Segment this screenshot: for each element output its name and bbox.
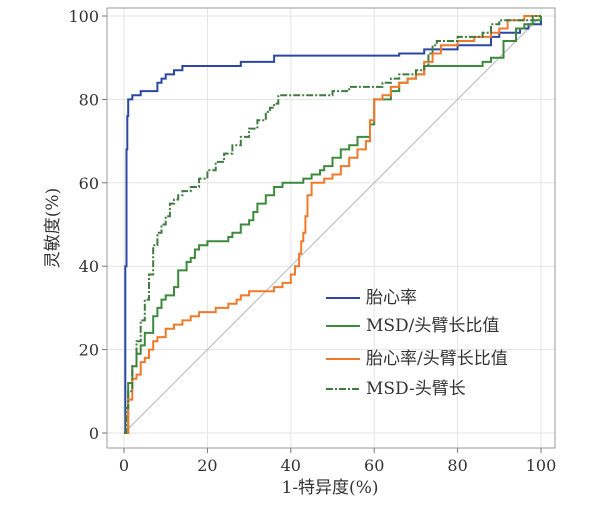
y-tick-label: 100 — [68, 7, 99, 26]
x-axis-ticks: 0 20 40 60 80 100 — [119, 448, 556, 475]
legend-label: 胎心率 — [366, 288, 417, 308]
plot-frame — [106, 7, 556, 449]
y-tick-label: 80 — [79, 90, 99, 109]
x-tick-label: 40 — [281, 456, 301, 475]
y-axis-label: 灵敏度(%) — [43, 188, 63, 268]
y-tick-label: 40 — [79, 257, 99, 276]
legend-label: MSD-头臂长 — [366, 379, 466, 399]
series-lines — [124, 15, 542, 434]
series-line-3 — [124, 15, 541, 434]
y-tick-label: 0 — [89, 424, 99, 443]
y-axis-ticks: 0 20 40 60 80 100 — [68, 7, 107, 443]
x-tick-label: 60 — [364, 456, 384, 475]
x-tick-label: 80 — [447, 456, 467, 475]
x-tick-label: 100 — [526, 456, 557, 475]
legend-label: MSD/头臂长比值 — [366, 316, 499, 336]
legend-label: 胎心率/头臂长比值 — [366, 349, 508, 369]
x-axis-label: 1-特异度(%) — [282, 478, 379, 498]
gridlines — [107, 8, 555, 448]
x-tick-label: 0 — [119, 456, 129, 475]
y-tick-label: 20 — [79, 341, 99, 360]
diagonal-reference-line — [123, 15, 542, 434]
series-line-2 — [124, 15, 541, 434]
series-line-0 — [124, 16, 542, 434]
x-tick-label: 20 — [197, 456, 217, 475]
y-tick-label: 60 — [79, 174, 99, 193]
